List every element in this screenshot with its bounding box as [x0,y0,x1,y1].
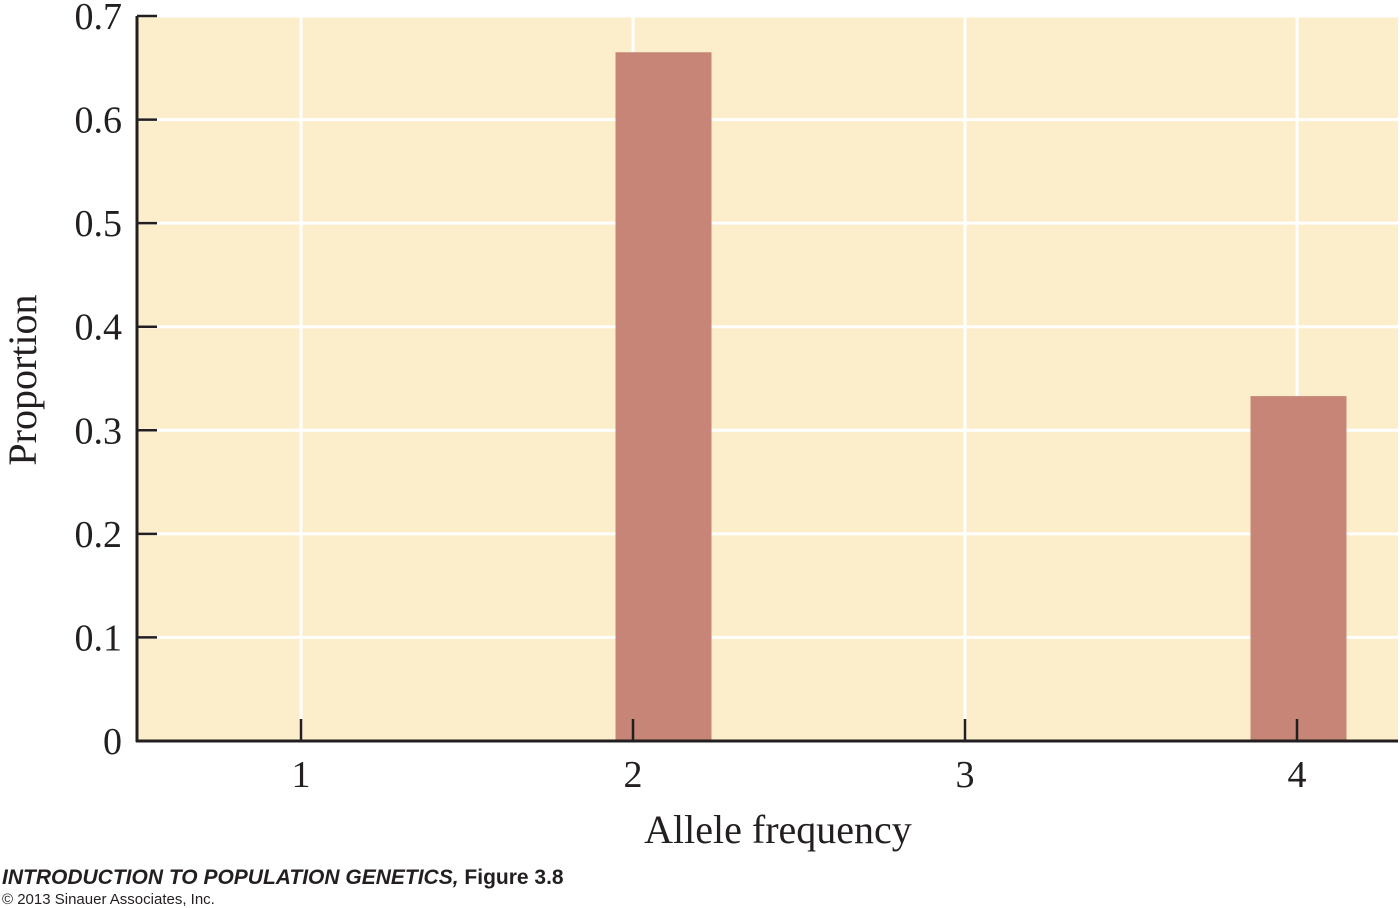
y-axis-title: Proportion [0,294,45,465]
y-tick-label: 0.5 [75,203,123,245]
book-title: INTRODUCTION TO POPULATION GENETICS, [2,866,459,889]
bar-4 [1250,396,1347,741]
x-tick-label: 1 [292,754,311,796]
x-tick-label: 4 [1288,754,1307,796]
y-tick-label: 0.2 [75,514,123,556]
horizontal-gridlines [137,14,1398,639]
x-axis-title: Allele frequency [644,807,912,852]
copyright-notice: © 2013 Sinauer Associates, Inc. [2,891,215,908]
y-axis-tick-labels: 0 0.1 0.2 0.3 0.4 0.5 0.6 0.7 [75,0,123,763]
x-axis-tick-labels: 1 2 3 4 [292,754,1307,796]
plot-background [137,16,1398,741]
bar-chart: 0 0.1 0.2 0.3 0.4 0.5 0.6 0.7 1 2 3 4 Allele frequ… [0,0,1398,852]
axes [135,14,1398,743]
figure-label: Figure 3.8 [458,866,564,889]
y-tick-label: 0.3 [75,410,123,452]
y-tick-label: 0.4 [75,307,123,349]
y-tick-label: 0.6 [75,100,123,142]
x-tick-label: 3 [956,754,975,796]
x-tick-label: 2 [624,754,643,796]
y-tick-label: 0 [103,721,122,763]
y-tick-label: 0.1 [75,617,123,659]
bars [615,52,1347,741]
y-tick-label: 0.7 [75,0,123,38]
figure-credit: INTRODUCTION TO POPULATION GENETICS, Fig… [2,866,564,890]
bar-2 [615,52,712,741]
